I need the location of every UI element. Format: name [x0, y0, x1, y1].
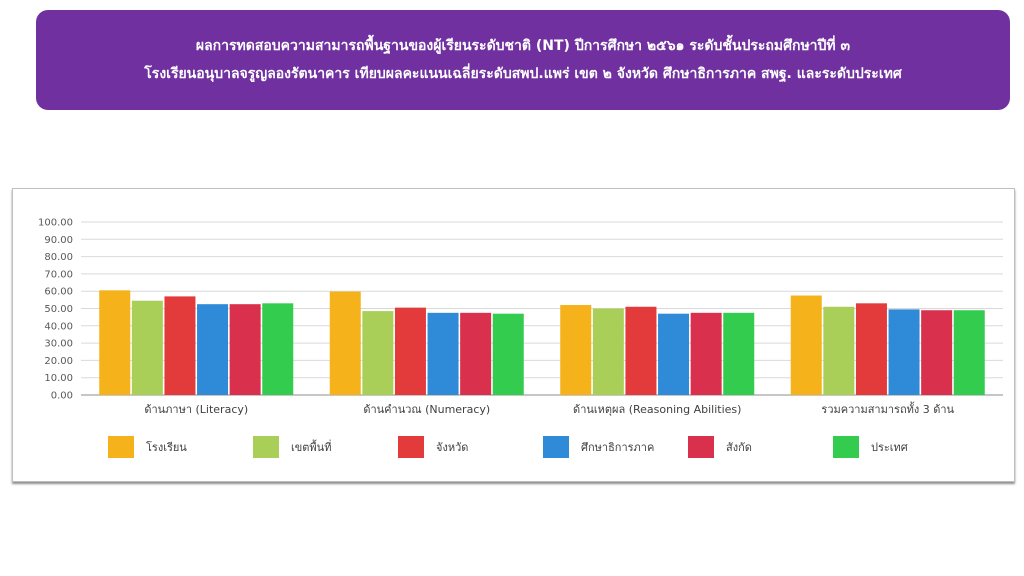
bar: [427, 312, 459, 395]
title-line-1: ผลการทดสอบความสามารถพื้นฐานของผู้เรียนระ…: [195, 38, 851, 54]
bar: [394, 307, 426, 395]
y-tick-label: 10.00: [44, 373, 73, 384]
legend-label: จังหวัด: [436, 441, 468, 454]
y-tick-label: 70.00: [44, 269, 73, 280]
title-banner: ผลการทดสอบความสามารถพื้นฐานของผู้เรียนระ…: [36, 10, 1010, 110]
bar: [560, 305, 592, 395]
bar: [921, 310, 953, 395]
bar: [658, 313, 690, 395]
bar: [823, 306, 855, 395]
legend-swatch: [253, 436, 279, 458]
legend-label: เขตพื้นที่: [291, 439, 331, 454]
bar: [625, 306, 657, 395]
chart-frame: 0.00 10.00 20.00 30.00 40.00 50.00 60.00 70.00 8…: [12, 188, 1015, 482]
bar: [329, 291, 361, 395]
legend-label: ศึกษาธิการภาค: [581, 441, 654, 454]
legend-swatch: [108, 436, 134, 458]
x-category-label: ด้านภาษา (Literacy): [144, 403, 248, 416]
bar: [723, 312, 755, 395]
bar: [229, 304, 261, 395]
bar: [492, 313, 524, 395]
bar: [362, 311, 394, 395]
bar: [164, 296, 196, 395]
bar: [690, 312, 722, 395]
bar: [855, 303, 887, 395]
bar: [99, 290, 131, 395]
bar: [197, 304, 229, 395]
bar: [888, 309, 920, 395]
x-category-label: ด้านเหตุผล (Reasoning Abilities): [573, 403, 741, 416]
bar-chart: 0.00 10.00 20.00 30.00 40.00 50.00 60.00 70.00 8…: [38, 218, 1003, 458]
legend-swatch: [543, 436, 569, 458]
y-tick-label: 90.00: [44, 235, 73, 246]
bar: [790, 295, 822, 395]
legend-swatch: [833, 436, 859, 458]
y-tick-label: 30.00: [44, 339, 73, 350]
title-line-2: โรงเรียนอนุบาลจรูญลองรัตนาคาร เทียบผลคะแ…: [144, 66, 902, 82]
y-tick-label: 80.00: [44, 252, 73, 263]
y-tick-label: 50.00: [44, 304, 73, 315]
x-category-label: ด้านคำนวณ (Numeracy): [363, 403, 490, 416]
y-tick-label: 60.00: [44, 287, 73, 298]
bar: [460, 312, 492, 395]
y-tick-label: 20.00: [44, 356, 73, 367]
bar: [953, 310, 985, 395]
legend-swatch: [398, 436, 424, 458]
legend-label: สังกัด: [726, 441, 752, 454]
legend-label: โรงเรียน: [146, 440, 187, 454]
y-tick-label: 100.00: [38, 218, 73, 229]
bar: [262, 303, 294, 395]
legend-swatch: [688, 436, 714, 458]
y-tick-label: 0.00: [51, 391, 73, 402]
bar: [592, 308, 624, 395]
legend-label: ประเทศ: [871, 441, 908, 454]
bar: [131, 300, 163, 395]
x-category-label: รวมความสามารถทั้ง 3 ด้าน: [821, 401, 954, 416]
y-tick-label: 40.00: [44, 321, 73, 332]
